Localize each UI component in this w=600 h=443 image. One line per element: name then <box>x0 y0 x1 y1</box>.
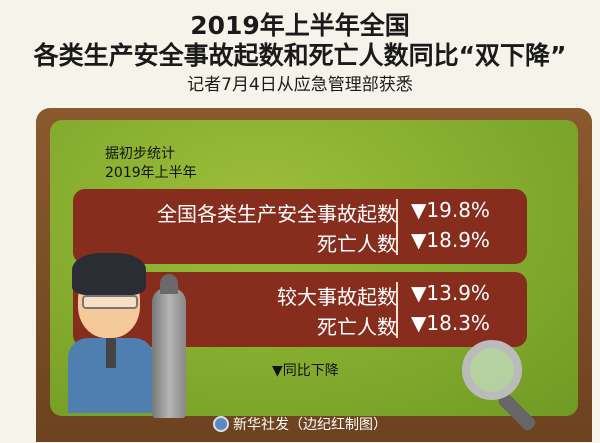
footer-credit: 新华社发（边纪红制图） <box>0 414 600 434</box>
stat-box-all-accidents: 全国各类生产安全事故起数 ▼19.8% 死亡人数 ▼18.9% <box>73 189 527 264</box>
divider <box>396 282 398 338</box>
subtitle: 记者7月4日从应急管理部获悉 <box>187 75 413 95</box>
stat-row: 死亡人数 ▼18.9% <box>73 226 527 256</box>
stat-row: 较大事故起数 ▼13.9% <box>73 279 527 309</box>
stat-value: ▼18.9% <box>411 228 490 252</box>
stat-label: 较大事故起数 <box>277 285 397 309</box>
legend: ▼同比下降 <box>272 363 339 379</box>
glasses-icon <box>82 295 138 309</box>
character-tie <box>106 338 116 368</box>
magnifier-icon <box>462 340 522 400</box>
stat-value: ▼18.3% <box>411 311 490 335</box>
stat-row: 全国各类生产安全事故起数 ▼19.8% <box>73 196 527 226</box>
stat-label: 死亡人数 <box>317 232 397 256</box>
intro-text: 据初步统计 2019年上半年 <box>105 145 197 183</box>
intro-line-1: 据初步统计 <box>105 146 175 162</box>
intro-line-2: 2019年上半年 <box>105 165 197 181</box>
stat-label: 死亡人数 <box>317 315 397 339</box>
stat-box-major-accidents: 较大事故起数 ▼13.9% 死亡人数 ▼18.3% <box>73 272 527 347</box>
xinhua-logo-icon <box>213 416 229 432</box>
chalk-icon <box>152 274 186 418</box>
stat-label: 全国各类生产安全事故起数 <box>157 202 397 226</box>
credit-text: 新华社发（边纪红制图） <box>233 417 387 433</box>
stat-row: 死亡人数 ▼18.3% <box>73 309 527 339</box>
stat-value: ▼19.8% <box>411 198 490 222</box>
stat-value: ▼13.9% <box>411 281 490 305</box>
teacher-character-illustration <box>68 253 158 413</box>
character-hair <box>72 253 146 295</box>
title-line-2: 各类生产安全事故起数和死亡人数同比“双下降” <box>33 41 567 70</box>
divider <box>396 199 398 255</box>
title-line-1: 2019年上半年全国 <box>190 11 410 40</box>
